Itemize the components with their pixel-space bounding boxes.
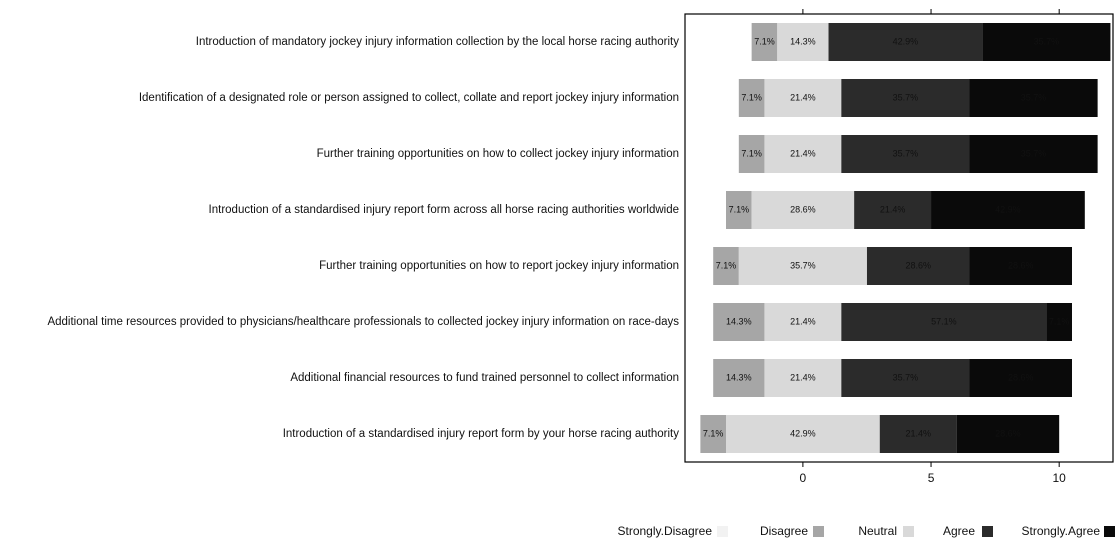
bar-segment <box>854 191 932 229</box>
bar-segment <box>879 415 957 453</box>
legend-label: Agree <box>943 524 975 538</box>
value-label: 35.7% <box>893 148 919 158</box>
value-label: 7.1% <box>729 204 750 214</box>
bar-segment <box>841 135 970 173</box>
value-label: 7.1% <box>716 260 737 270</box>
bar-segment <box>738 247 867 285</box>
bar-segment <box>841 359 970 397</box>
bar-segment <box>764 79 842 117</box>
category-label: Introduction of a standardised injury re… <box>283 428 680 440</box>
value-label: 35.7% <box>1021 92 1047 102</box>
bar-segment <box>969 135 1098 173</box>
value-label: 35.7% <box>790 260 816 270</box>
category-label: Further training opportunities on how to… <box>319 260 679 272</box>
bar-segment <box>866 247 970 285</box>
bar-segment <box>713 303 765 341</box>
bar-segment <box>841 303 1047 341</box>
bar-segment <box>764 303 842 341</box>
value-label: 35.7% <box>1021 148 1047 158</box>
legend-label: Strongly.Disagree <box>618 524 713 538</box>
x-tick-label: 0 <box>800 471 807 485</box>
value-label: 35.7% <box>1034 36 1060 46</box>
bar-segment <box>969 359 1072 397</box>
bar-segment <box>841 79 970 117</box>
bar-segment <box>713 359 765 397</box>
bar-segment <box>969 247 1072 285</box>
value-label: 7.1% <box>741 92 762 102</box>
bar-segment <box>700 415 727 453</box>
plot-frame <box>684 13 1114 463</box>
legend-swatch <box>982 526 993 537</box>
bar-segment <box>713 247 739 285</box>
bar-segment <box>777 23 829 61</box>
legend-label: Strongly.Agree <box>1022 524 1101 538</box>
bar-segment <box>931 191 1085 229</box>
value-label: 28.6% <box>790 204 816 214</box>
category-label: Identification of a designated role or p… <box>139 92 679 104</box>
bar-segment <box>751 191 855 229</box>
value-label: 7.1% <box>703 428 724 438</box>
bar-segment <box>726 191 752 229</box>
x-tick-label: 10 <box>1053 471 1067 485</box>
value-label: 28.6% <box>1008 260 1034 270</box>
value-label: 7.1% <box>754 36 775 46</box>
bar-segment <box>764 135 842 173</box>
category-label: Introduction of a standardised injury re… <box>209 204 679 216</box>
value-label: 21.4% <box>790 92 816 102</box>
bar-segment <box>956 415 1060 453</box>
value-label: 28.6% <box>905 260 931 270</box>
legend-label: Neutral <box>858 524 897 538</box>
value-label: 42.9% <box>893 36 919 46</box>
value-label: 42.9% <box>790 428 816 438</box>
value-label: 14.3% <box>726 372 752 382</box>
value-label: 14.3% <box>726 316 752 326</box>
legend-swatch <box>717 526 728 537</box>
bar-segment <box>726 415 880 453</box>
category-label: Introduction of mandatory jockey injury … <box>196 36 679 48</box>
value-label: 28.6% <box>995 428 1021 438</box>
bar-segment <box>828 23 983 61</box>
value-label: 21.4% <box>880 204 906 214</box>
value-label: 21.4% <box>790 316 816 326</box>
value-label: 21.4% <box>905 428 931 438</box>
legend-label: Disagree <box>760 524 808 538</box>
bar-segment <box>751 23 778 61</box>
value-label: 7.1% <box>741 148 762 158</box>
value-label: 42.9% <box>995 204 1021 214</box>
category-label: Further training opportunities on how to… <box>317 148 679 160</box>
bar-segment <box>982 23 1111 61</box>
bar-segment <box>969 79 1098 117</box>
value-label: 57.1% <box>931 316 957 326</box>
value-label: 35.7% <box>893 92 919 102</box>
value-label: 7.1% <box>1049 316 1070 326</box>
category-label: Additional financial resources to fund t… <box>290 372 679 384</box>
value-label: 28.6% <box>1008 372 1034 382</box>
value-label: 21.4% <box>790 372 816 382</box>
value-label: 35.7% <box>893 372 919 382</box>
legend-swatch <box>903 526 914 537</box>
category-label: Additional time resources provided to ph… <box>47 316 679 328</box>
value-label: 14.3% <box>790 36 816 46</box>
bar-segment <box>738 79 765 117</box>
legend-swatch <box>813 526 824 537</box>
x-tick-label: 5 <box>928 471 935 485</box>
bar-segment <box>1046 303 1072 341</box>
value-label: 21.4% <box>790 148 816 158</box>
legend-swatch <box>1104 526 1115 537</box>
bar-segment <box>738 135 765 173</box>
bar-segment <box>764 359 842 397</box>
